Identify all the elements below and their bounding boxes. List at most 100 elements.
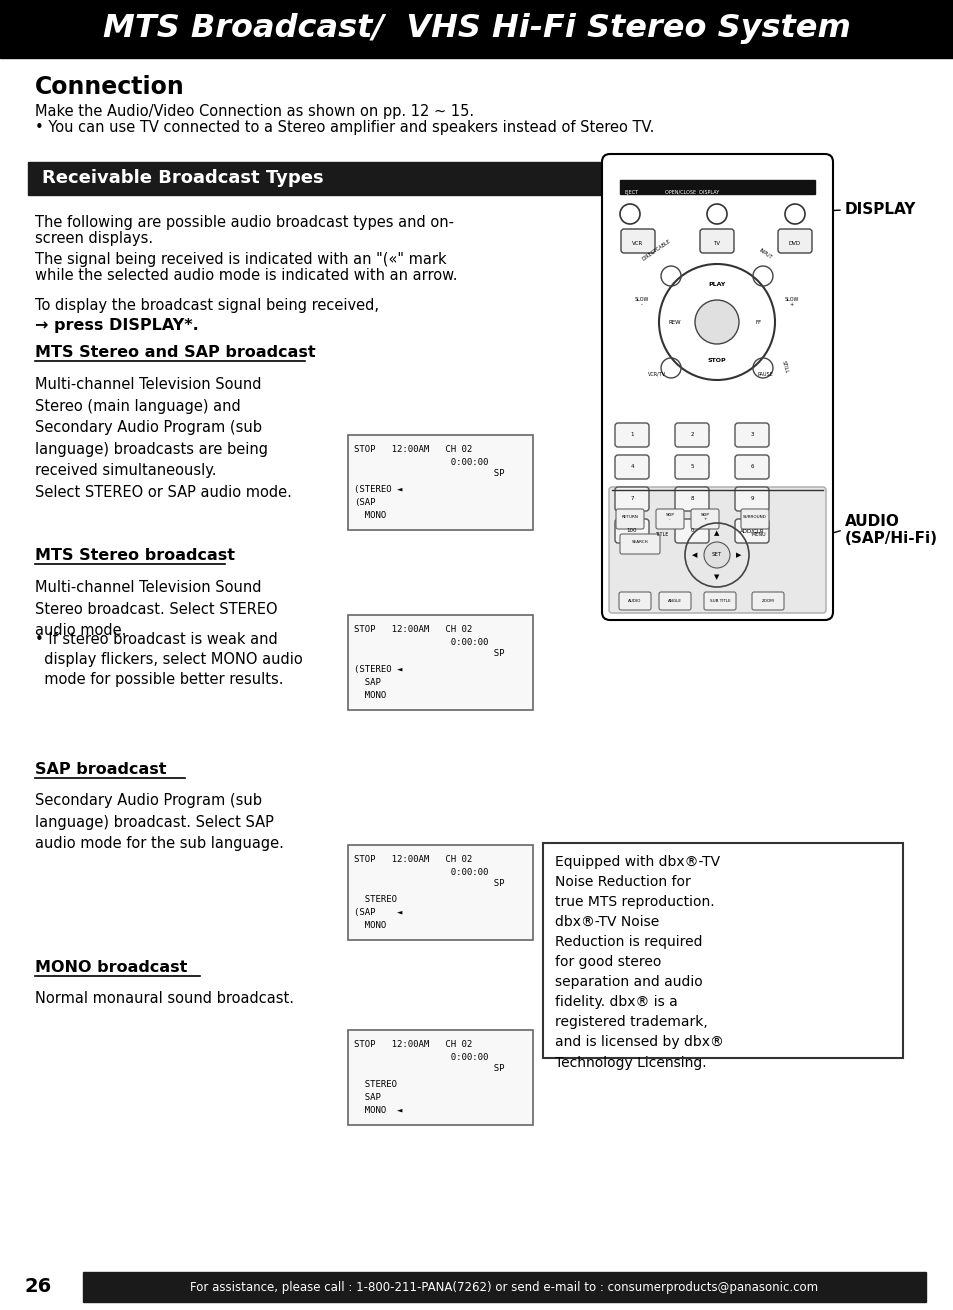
FancyBboxPatch shape (703, 592, 735, 610)
Text: STOP   12:00AM   CH 02: STOP 12:00AM CH 02 (354, 625, 472, 634)
Text: SP: SP (354, 879, 504, 888)
Text: • You can use TV connected to a Stereo amplifier and speakers instead of Stereo : • You can use TV connected to a Stereo a… (35, 121, 654, 135)
Text: ▼: ▼ (714, 574, 719, 580)
Text: MONO: MONO (354, 921, 386, 930)
Text: 26: 26 (25, 1277, 51, 1297)
Text: 4: 4 (630, 465, 633, 469)
Text: SP: SP (354, 1064, 504, 1073)
Bar (0, 0, 953, 58)
FancyBboxPatch shape (675, 423, 708, 447)
FancyBboxPatch shape (740, 510, 768, 529)
Text: RETURN: RETURN (621, 515, 638, 519)
Text: STOP   12:00AM   CH 02: STOP 12:00AM CH 02 (354, 1040, 472, 1049)
Text: SAP: SAP (354, 1093, 380, 1102)
Text: STOP: STOP (707, 358, 725, 363)
Text: SP: SP (354, 648, 504, 658)
Text: MENU: MENU (751, 532, 765, 537)
Text: SLOW
-: SLOW - (634, 296, 648, 308)
Text: STOP   12:00AM   CH 02: STOP 12:00AM CH 02 (354, 445, 472, 455)
Circle shape (703, 542, 729, 569)
Text: 5: 5 (690, 465, 693, 469)
Text: TITLE: TITLE (655, 532, 668, 537)
Text: STOP   12:00AM   CH 02: STOP 12:00AM CH 02 (354, 855, 472, 865)
Text: STILL: STILL (781, 360, 788, 373)
Text: SUB TITLE: SUB TITLE (709, 599, 730, 603)
Text: TV: TV (713, 241, 720, 246)
Text: ZOOM: ZOOM (760, 599, 774, 603)
Text: MONO: MONO (354, 511, 386, 520)
Text: DISPLAY: DISPLAY (844, 203, 916, 217)
Text: MTS Stereo broadcast: MTS Stereo broadcast (35, 548, 234, 563)
FancyBboxPatch shape (619, 534, 659, 554)
FancyBboxPatch shape (675, 455, 708, 479)
Text: AUDIO
(SAP/Hi-Fi): AUDIO (SAP/Hi-Fi) (844, 514, 937, 546)
FancyBboxPatch shape (675, 519, 708, 544)
FancyBboxPatch shape (659, 592, 690, 610)
Text: FF: FF (755, 320, 761, 325)
FancyBboxPatch shape (656, 510, 683, 529)
Text: Multi-channel Television Sound
Stereo (main language) and
Secondary Audio Progra: Multi-channel Television Sound Stereo (m… (35, 377, 292, 500)
Text: Normal monaural sound broadcast.: Normal monaural sound broadcast. (35, 990, 294, 1006)
Text: The following are possible audio broadcast types and on-: The following are possible audio broadca… (35, 215, 454, 231)
Text: For assistance, please call : 1-800-211-PANA(7262) or send e-mail to : consumerp: For assistance, please call : 1-800-211-… (190, 1280, 818, 1293)
Text: 100: 100 (626, 528, 637, 533)
Text: 0:00:00: 0:00:00 (354, 638, 488, 647)
Text: STEREO: STEREO (354, 1079, 396, 1089)
Text: ▶: ▶ (736, 552, 740, 558)
Text: (STEREO ◄: (STEREO ◄ (354, 485, 402, 494)
Text: VCR/TV: VCR/TV (647, 372, 665, 376)
Text: DIRECTCABLE: DIRECTCABLE (641, 238, 672, 262)
Text: ADD/CLR: ADD/CLR (739, 528, 763, 533)
FancyBboxPatch shape (618, 592, 650, 610)
Text: MTS Broadcast/  VHS Hi-Fi Stereo System: MTS Broadcast/ VHS Hi-Fi Stereo System (103, 13, 850, 43)
Text: ▲: ▲ (714, 531, 719, 536)
Text: SKIP
+: SKIP + (700, 512, 709, 521)
Text: (SAP    ◄: (SAP ◄ (354, 908, 402, 917)
Text: 7: 7 (630, 496, 633, 502)
FancyBboxPatch shape (620, 229, 655, 253)
Text: Multi-channel Television Sound
Stereo broadcast. Select STEREO
audio mode.: Multi-channel Television Sound Stereo br… (35, 580, 277, 638)
Text: MONO: MONO (354, 690, 386, 700)
Text: INPUT: INPUT (757, 248, 772, 261)
FancyBboxPatch shape (690, 510, 719, 529)
Text: MTS Stereo and SAP broadcast: MTS Stereo and SAP broadcast (35, 345, 315, 360)
Text: EJECT: EJECT (624, 190, 639, 195)
FancyBboxPatch shape (608, 487, 825, 613)
Text: (STEREO ◄: (STEREO ◄ (354, 665, 402, 675)
Text: OPEN/CLOSE  DISPLAY: OPEN/CLOSE DISPLAY (664, 190, 719, 195)
Text: • If stereo broadcast is weak and
  display flickers, select MONO audio
  mode f: • If stereo broadcast is weak and displa… (35, 631, 302, 686)
Text: PLAY: PLAY (707, 282, 725, 287)
Text: 0:00:00: 0:00:00 (354, 869, 488, 876)
Text: while the selected audio mode is indicated with an arrow.: while the selected audio mode is indicat… (35, 269, 457, 283)
FancyBboxPatch shape (778, 229, 811, 253)
Text: REW: REW (668, 320, 680, 325)
Text: 0:00:00: 0:00:00 (354, 458, 488, 466)
Text: STEREO: STEREO (354, 895, 396, 904)
Text: SP: SP (354, 469, 504, 478)
Text: Connection: Connection (35, 75, 185, 100)
Text: AUDIO: AUDIO (628, 599, 641, 603)
Text: DVD: DVD (788, 241, 801, 246)
FancyBboxPatch shape (616, 510, 643, 529)
FancyBboxPatch shape (615, 455, 648, 479)
Text: MONO broadcast: MONO broadcast (35, 960, 187, 975)
Text: The signal being received is indicated with an "(«" mark: The signal being received is indicated w… (35, 252, 446, 267)
FancyBboxPatch shape (615, 487, 648, 511)
Text: 1: 1 (630, 432, 633, 438)
Text: PAUSE: PAUSE (757, 372, 772, 376)
Text: 9: 9 (749, 496, 753, 502)
Text: SET: SET (711, 553, 721, 558)
Text: 6: 6 (749, 465, 753, 469)
Text: Equipped with dbx®-TV
Noise Reduction for
true MTS reproduction.
dbx®-TV Noise
R: Equipped with dbx®-TV Noise Reduction fo… (555, 855, 723, 1069)
FancyBboxPatch shape (734, 423, 768, 447)
Text: 2: 2 (690, 432, 693, 438)
Text: 3: 3 (749, 432, 753, 438)
Text: SKIP
-: SKIP - (665, 512, 674, 521)
FancyBboxPatch shape (615, 519, 648, 544)
Text: 0:00:00: 0:00:00 (354, 1053, 488, 1062)
Bar (348, 1030, 533, 1125)
Text: To display the broadcast signal being received,: To display the broadcast signal being re… (35, 297, 378, 313)
Bar (348, 435, 533, 531)
Bar (619, 179, 814, 194)
FancyBboxPatch shape (675, 487, 708, 511)
